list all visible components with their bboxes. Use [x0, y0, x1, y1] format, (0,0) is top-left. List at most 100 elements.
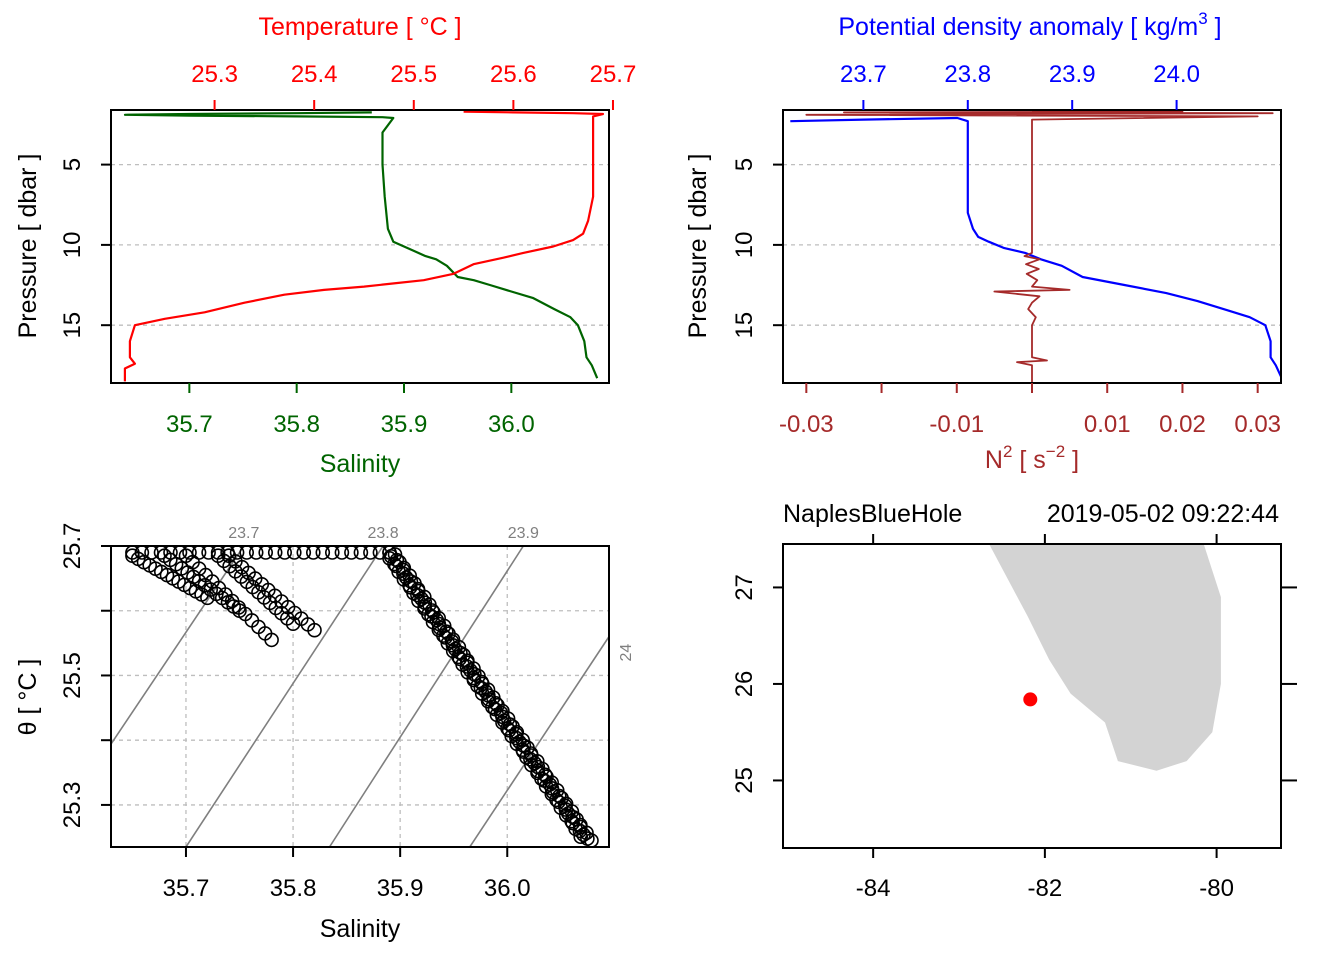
p3-isopycnal-1	[185, 546, 384, 847]
p3-point-11	[396, 566, 411, 582]
p2-y-tick-label-1: 10	[731, 232, 758, 259]
p3-point-167	[287, 546, 302, 560]
p3-isopycnal-label-3: 24	[618, 644, 635, 662]
p3-point-165	[267, 546, 283, 560]
station-time: 2019-05-02 09:22:44	[1047, 500, 1279, 528]
p4-station-point	[1023, 692, 1038, 707]
n2-axis-title-base: N	[985, 446, 1003, 474]
p3-point-161	[229, 546, 245, 560]
profile-ts-panel: Temperature [ °C ] Salinity Pressure [ d…	[14, 13, 462, 478]
p1-y-tick-label-2: 15	[59, 312, 86, 339]
p3-point-22	[410, 587, 425, 603]
p3-point-164	[258, 546, 273, 560]
p2-y-tick-label-0: 5	[731, 158, 758, 171]
p3-x-tick-label-1: 35.8	[270, 875, 317, 902]
n2-axis-title-end: ]	[1065, 446, 1079, 474]
p1-top-tick-label-2: 25.5	[390, 61, 437, 88]
n2-axis-title-unit-exp: −2	[1046, 442, 1065, 461]
p2-top-tick-label-0: 23.7	[840, 61, 887, 88]
p1-bottom-tick-label-1: 35.8	[273, 411, 320, 438]
p2-bottom-tick-label-4: 0.03	[1234, 411, 1281, 438]
p1-top-tick-label-0: 25.3	[191, 61, 238, 88]
p1-top-tick-label-4: 25.7	[590, 61, 637, 88]
temperature-axis-title: Temperature [ °C ]	[258, 13, 461, 41]
p3-point-59	[459, 659, 475, 674]
p3-point-144	[572, 823, 588, 839]
p3-isopycnal-label-2: 23.9	[508, 525, 539, 542]
p3-point-156	[182, 546, 197, 560]
p2-top-tick-label-2: 23.9	[1049, 61, 1096, 88]
p3-isopycnal-2	[328, 546, 524, 847]
p3-point-149	[584, 833, 599, 847]
p3-x-tick-label-0: 35.7	[163, 875, 210, 902]
p1-bottom-tick-label-2: 35.9	[381, 411, 428, 438]
p4-y-tick-label-0: 25	[731, 767, 758, 794]
n2-axis-title-unit: [ s	[1012, 446, 1045, 474]
p3-points	[125, 546, 599, 847]
density-axis-title-exp: 3	[1198, 9, 1207, 28]
p3-point-163	[248, 546, 264, 560]
salinity-axis-title: Salinity	[320, 450, 401, 478]
p3-point-96	[509, 730, 524, 746]
theta-axis-title: θ [ °C ]	[14, 659, 42, 736]
pressure-axis-title-left: Pressure [ dbar ]	[14, 154, 42, 339]
p1-bottom-tick-label-3: 36.0	[488, 411, 535, 438]
density-axis-title-main: Potential density anomaly [ kg/m	[838, 13, 1198, 41]
profile-density-panel: Potential density anomaly [ kg/m3 ] N2 […	[684, 9, 1222, 474]
p3-x-tick-label-2: 35.9	[377, 875, 424, 902]
p3-point-219	[264, 632, 279, 648]
p1-bottom-tick-label-0: 35.7	[166, 411, 213, 438]
p2-series-n2	[805, 110, 1274, 383]
p1-frame	[110, 109, 610, 384]
p1-top-tick-label-3: 25.6	[490, 61, 537, 88]
p4-land	[989, 544, 1221, 771]
p3-point-247	[307, 622, 322, 638]
p4-y-tick-label-2: 27	[731, 574, 758, 601]
p3-point-170	[315, 546, 331, 560]
p3-point-166	[277, 546, 292, 560]
p2-top-tick-label-3: 24.0	[1153, 61, 1200, 88]
p4-x-tick-label-2: -80	[1199, 875, 1234, 902]
p2-bottom-tick-label-3: 0.02	[1159, 411, 1206, 438]
p2-series-density	[790, 116, 1281, 378]
p3-point-176	[372, 546, 388, 560]
p2-bottom-tick-label-2: 0.01	[1084, 411, 1131, 438]
p3-point-169	[306, 546, 321, 560]
p3-isopycnal-label-0: 23.7	[228, 525, 259, 542]
p3-point-171	[325, 546, 340, 560]
p3-point-177	[382, 546, 397, 560]
p1-series-salinity	[123, 111, 599, 379]
p3-point-174	[353, 546, 369, 560]
p3-point-107	[523, 751, 538, 767]
ts-diagram-panel: Salinity θ [ °C ]	[14, 659, 401, 943]
p3-frame	[110, 545, 610, 848]
p1-series-temperature	[123, 110, 605, 382]
p3-point-133	[558, 802, 574, 817]
p3-point-175	[363, 546, 378, 560]
p2-bottom-tick-label-0: -0.03	[779, 411, 834, 438]
station-map-panel: NaplesBlueHole 2019-05-02 09:22:44	[783, 500, 1279, 528]
p3-point-172	[334, 546, 350, 560]
n2-axis-title: N2 [ s−2 ]	[985, 442, 1079, 474]
p3-isopycnal-0	[111, 546, 245, 745]
p1-top-tick-label-1: 25.4	[291, 61, 338, 88]
n2-axis-title-exp: 2	[1003, 442, 1012, 461]
p3-x-tick-label-3: 36.0	[484, 875, 531, 902]
p2-top-tick-label-1: 23.8	[944, 61, 991, 88]
station-name: NaplesBlueHole	[783, 500, 962, 528]
density-axis-title-end: ]	[1208, 13, 1222, 41]
p3-point-48	[445, 637, 461, 653]
p1-y-tick-label-1: 10	[59, 232, 86, 259]
p3-point-153	[153, 546, 169, 560]
p4-x-tick-label-0: -84	[856, 875, 891, 902]
p3-y-tick-label-1: 25.5	[59, 652, 86, 699]
p3-point-162	[239, 546, 254, 560]
p3-y-tick-label-0: 25.3	[59, 782, 86, 829]
p3-isopycnal-3	[469, 636, 609, 847]
pressure-axis-title-right: Pressure [ dbar ]	[684, 154, 712, 339]
p3-point-173	[344, 546, 359, 560]
p4-y-tick-label-1: 26	[731, 671, 758, 698]
p3-isopycnal-label-1: 23.8	[367, 525, 398, 542]
p3-point-233	[285, 616, 301, 632]
p2-y-tick-label-2: 15	[731, 312, 758, 339]
